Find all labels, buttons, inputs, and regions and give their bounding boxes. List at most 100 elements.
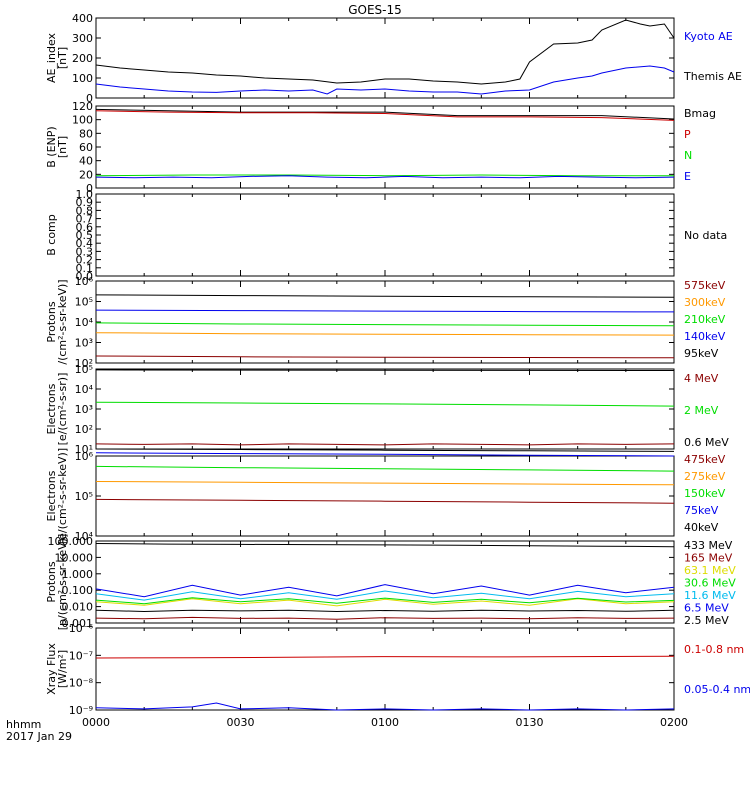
y-tick-label: 0.5 [76, 229, 94, 242]
y-tick-label: 10⁴ [75, 530, 94, 543]
series-line-kyoto-ae [95, 65, 675, 95]
y-tick-label: 0.001 [62, 617, 94, 630]
legend-entry: 275keV [684, 470, 726, 483]
legend-entry: 575keV [684, 279, 726, 292]
series-line-6-5-mev [95, 584, 675, 598]
y-tick-label: 200 [72, 52, 93, 65]
legend-entry: 0.05-0.4 nm [684, 683, 750, 696]
y-axis-label: Protons [45, 301, 58, 342]
legend-entry: 0.1-0.8 nm [684, 643, 744, 656]
y-tick-label: 0.6 [76, 221, 94, 234]
y-axis-label: Protons [45, 561, 58, 602]
panel-frame [95, 193, 675, 277]
y-tick-label: 60 [79, 141, 93, 154]
legend-entry: 95keV [684, 347, 719, 360]
y-tick-label: 10⁻⁹ [69, 704, 93, 717]
series-line-2-mev [95, 401, 675, 407]
y-axis-label: Electrons [45, 470, 58, 521]
legend-entry: 433 MeV [684, 539, 733, 552]
legend-entry: 6.5 MeV [684, 602, 729, 615]
series-line-210kev [95, 322, 675, 327]
legend-entry: Themis AE [683, 70, 742, 83]
y-tick-label: 100.000 [48, 535, 94, 548]
x-tick-label: 0200 [660, 716, 688, 729]
y-tick-label: 300 [72, 32, 93, 45]
legend-entry: Kyoto AE [684, 30, 733, 43]
y-tick-label: 10⁻⁷ [69, 649, 93, 662]
series-line-433-mev [95, 543, 675, 548]
series-line-75kev [95, 452, 675, 457]
y-axis-label: [W/m²] [56, 650, 69, 688]
y-tick-label: 10⁵ [75, 490, 93, 503]
legend-entry: 4 MeV [684, 372, 719, 385]
y-tick-label: 0.100 [62, 584, 94, 597]
y-tick-label: 10³ [75, 337, 93, 350]
series-line-30-6-mev [95, 597, 675, 605]
legend-entry: 2 MeV [684, 404, 719, 417]
series-line-165-mev [95, 616, 675, 620]
series-line-0-05-0-4-nm [95, 702, 675, 711]
y-tick-label: 10⁻⁶ [69, 622, 94, 635]
y-tick-label: 10³ [75, 403, 93, 416]
panel-frame [95, 368, 675, 450]
y-tick-label: 1.0 [76, 188, 94, 201]
y-axis-label: Electrons [45, 383, 58, 434]
y-tick-label: 0 [86, 92, 93, 105]
series-line-bmag [95, 108, 675, 120]
y-tick-label: 0.2 [76, 254, 94, 267]
series-line-p [95, 110, 675, 121]
legend-entry: 63.1 MeV [684, 564, 736, 577]
series-line-e [95, 175, 675, 179]
no-data-label: No data [684, 229, 727, 242]
series-line-4-mev [95, 443, 675, 446]
y-axis-label: AE_index [45, 32, 58, 83]
y-axis-label: Xray Flux [45, 643, 58, 695]
y-axis-label: [p/(cm²-s-sr-keV)] [56, 534, 69, 631]
series-line-575kev [95, 355, 675, 359]
panel-protons_kev: 10² 10³ 10⁴ 10⁵ 10⁶ Protons/(cm²-s-sr-keV)] 57… [45, 275, 726, 370]
y-axis-label: [e/(cm²-s-sr-keV)] [56, 448, 69, 544]
legend-entry: 30.6 MeV [684, 577, 736, 590]
y-tick-label: 10⁶ [75, 450, 94, 463]
y-tick-label: 100 [72, 114, 93, 127]
series-line-300kev [95, 332, 675, 336]
y-tick-label: 0.3 [76, 245, 94, 258]
panel-electrons_mev: 10¹ 10² 10³ 10⁴ 10⁵ Electrons[e/(cm²-s-sr)] 4 … [45, 363, 729, 456]
y-axis-label: /(cm²-s-sr-keV)] [56, 279, 69, 364]
y-tick-label: 0.010 [62, 601, 94, 614]
y-tick-label: 0.7 [76, 213, 94, 226]
x-tick-label: 0100 [371, 716, 399, 729]
y-tick-label: 0.0 [76, 270, 94, 283]
y-tick-label: 10.000 [55, 551, 94, 564]
y-tick-label: 1.000 [62, 568, 94, 581]
panel-frame [95, 17, 675, 99]
legend-entry: 11.6 MeV [684, 589, 736, 602]
y-axis-label: [nT] [56, 136, 69, 158]
y-tick-label: 100 [72, 72, 93, 85]
y-tick-label: 80 [79, 127, 93, 140]
legend-entry: 300keV [684, 296, 726, 309]
y-tick-label: 0.1 [76, 262, 94, 275]
series-line-95kev [95, 294, 675, 298]
series-line-n [95, 174, 674, 177]
y-tick-label: 10¹ [75, 443, 93, 456]
time-axis-label: hhmm [6, 718, 41, 731]
x-tick-label: 0130 [516, 716, 544, 729]
series-line-275kev [95, 481, 675, 486]
series-line-0-6-mev [95, 369, 675, 371]
chart-title: GOES-15 [348, 3, 402, 17]
y-axis-label: B comp [45, 214, 58, 256]
y-tick-label: 10⁶ [75, 275, 94, 288]
series-line-140kev [95, 309, 675, 313]
y-tick-label: 10⁴ [75, 316, 94, 329]
y-tick-label: 0 [86, 182, 93, 195]
x-tick-label: 0000 [82, 716, 110, 729]
legend-entry: P [684, 128, 691, 141]
y-tick-label: 10⁵ [75, 296, 93, 309]
x-tick-label: 0030 [227, 716, 255, 729]
y-tick-label: 10⁻⁸ [69, 677, 94, 690]
series-line-150kev [95, 465, 675, 472]
